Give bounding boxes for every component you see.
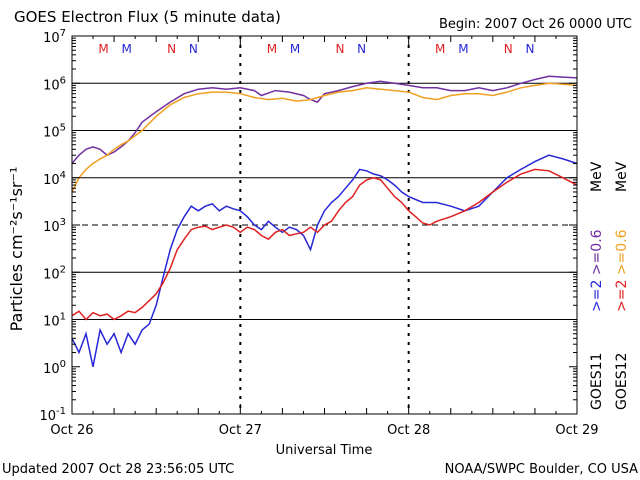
series-group [71, 75, 578, 367]
event-marker: N [167, 42, 176, 56]
event-marker: N [504, 42, 513, 56]
event-marker: M [267, 42, 277, 56]
chart-title: GOES Electron Flux (5 minute data) [14, 8, 281, 26]
updated-time: Updated 2007 Oct 28 23:56:05 UTC [2, 462, 234, 477]
y-tick-label: 10-1 [39, 406, 66, 424]
event-marker: M [122, 42, 132, 56]
series-line-goes12-0-6-mev [71, 82, 578, 193]
event-marker: N [335, 42, 344, 56]
legend-unit-2: MeV [614, 161, 630, 192]
axis-ticks: 10-1 100 101 102 103 104 105 106 107 Oct 26 Oct 27… [39, 28, 598, 438]
event-marker: N [357, 42, 366, 56]
legend: GOES11 GOES12 >=2 >=0.6 >=2 >=0.6 MeV MeV [589, 161, 630, 410]
event-marker: N [526, 42, 535, 56]
legend-unit-1: MeV [589, 161, 605, 192]
begin-time: Begin: 2007 Oct 26 0000 UTC [439, 17, 632, 32]
y-tick-label: 107 [43, 28, 66, 46]
series-line-goes11-0-6-mev [71, 75, 578, 164]
series-line-goes12-2-mev [71, 168, 578, 321]
y-axis-label: Particles cm⁻²s⁻¹sr⁻¹ [7, 167, 26, 332]
y-tick-label: 100 [43, 359, 66, 377]
x-tick-label: Oct 28 [387, 423, 430, 438]
series-line-goes11-2-mev [71, 154, 578, 367]
y-tick-label: 106 [43, 75, 66, 93]
x-tick-label: Oct 27 [219, 423, 262, 438]
event-marker: M [98, 42, 108, 56]
y-tick-label: 105 [43, 123, 66, 141]
event-marker: N [189, 42, 198, 56]
plot-frame [71, 35, 578, 415]
legend-goes12-channels: >=2 >=0.6 [614, 229, 630, 312]
legend-goes11-channels: >=2 >=0.6 [589, 229, 605, 312]
x-axis-label: Universal Time [276, 443, 373, 458]
x-tick-label: Oct 29 [555, 423, 598, 438]
legend-goes12: GOES12 [614, 353, 630, 410]
y-tick-label: 104 [43, 170, 66, 188]
legend-goes11: GOES11 [589, 353, 605, 410]
event-marker: M [290, 42, 300, 56]
x-tick-label: Oct 26 [50, 423, 93, 438]
y-tick-label: 102 [43, 264, 66, 282]
event-marker: M [458, 42, 468, 56]
credit: NOAA/SWPC Boulder, CO USA [445, 462, 638, 477]
y-tick-label: 101 [43, 312, 66, 330]
event-marker: M [435, 42, 445, 56]
y-tick-label: 103 [43, 217, 66, 235]
